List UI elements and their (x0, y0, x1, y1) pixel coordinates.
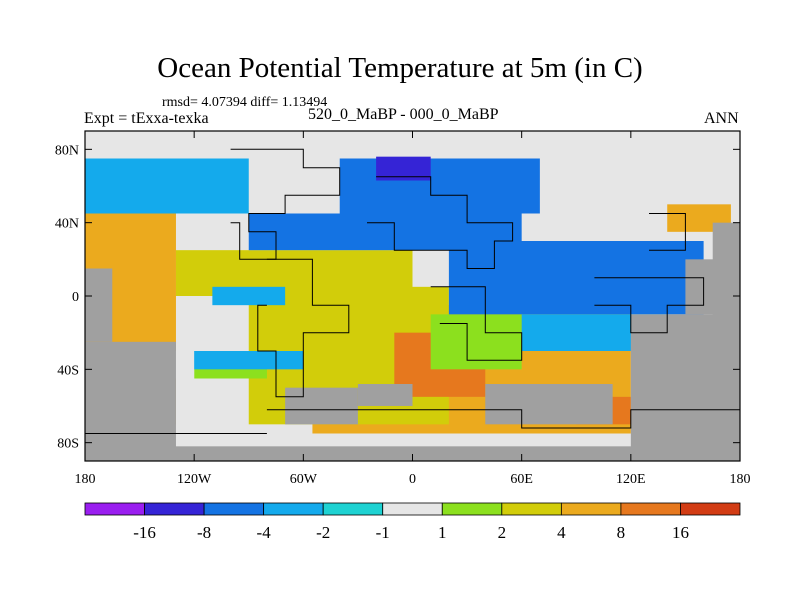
colorbar: -16 -8 -4 -2 -1 1 2 4 8 16 (84, 502, 741, 542)
colorbar-bin-5 (382, 502, 443, 516)
colorbar-label-9: 16 (672, 523, 689, 542)
coastline-outline-2 (257, 258, 350, 398)
coastline-outline-4 (594, 277, 705, 334)
colorbar-label-6: 2 (498, 523, 507, 542)
colorbar-bin-2 (203, 502, 265, 516)
axis-ticks: 180 120W 60W 0 60E 120E 180 80N 40N 0 40S 80S (55, 131, 751, 487)
x-tick-label-0: 180 (75, 472, 96, 487)
colorbar-bin-3 (263, 502, 324, 516)
land-layer (85, 222, 740, 461)
colorbar-bin-8 (560, 502, 622, 516)
x-tick-label-4: 60E (510, 472, 533, 487)
colorbar-bin-4 (322, 502, 384, 516)
colorbar-label-1: -8 (197, 523, 211, 542)
temperature-region-6 (175, 250, 413, 296)
colorbar-label-4: -1 (376, 523, 390, 542)
colorbar-bin-9 (620, 502, 681, 516)
land-mask-3 (357, 384, 413, 406)
land-mask-1 (85, 268, 113, 342)
land-mask-0 (85, 341, 176, 461)
x-tick-label-6: 180 (730, 472, 751, 487)
y-tick-label-1: 40N (55, 217, 79, 232)
colorbar-label-2: -4 (257, 523, 272, 542)
x-tick-label-3: 0 (409, 472, 416, 487)
colorbar-bin-0 (84, 502, 145, 516)
y-tick-label-2: 0 (72, 290, 79, 305)
temperature-region-18 (85, 131, 740, 153)
land-mask-7 (712, 222, 740, 333)
x-tick-label-2: 60W (290, 472, 318, 487)
temperature-region-11 (376, 156, 431, 181)
colorbar-label-0: -16 (133, 523, 156, 542)
coastline-outline-6 (649, 213, 686, 251)
colorbar-label-3: -2 (316, 523, 330, 542)
land-mask-4 (485, 384, 613, 425)
land-mask-8 (85, 446, 740, 461)
experiment-label: Expt = tExxa-texka (84, 110, 209, 127)
x-tick-label-1: 120W (177, 472, 212, 487)
colorbar-label-8: 8 (617, 523, 626, 542)
temperature-region-7 (430, 314, 522, 370)
coastline-outline-0 (230, 148, 341, 260)
chart-subtitle: 520_0_MaBP - 000_0_MaBP (308, 106, 499, 123)
land-mask-2 (285, 387, 358, 425)
chart-title: Ocean Potential Temperature at 5m (in C) (157, 52, 643, 84)
y-tick-label-4: 80S (57, 437, 79, 452)
temperature-region-9 (85, 158, 249, 214)
plot-area (85, 131, 740, 461)
season-label: ANN (704, 110, 739, 127)
y-tick-label-3: 40S (57, 363, 79, 378)
coastline-outline-1 (367, 176, 514, 269)
colorbar-bin-7 (501, 502, 562, 516)
colorbar-label-7: 4 (557, 523, 566, 542)
colorbar-bin-6 (441, 502, 503, 516)
x-tick-label-5: 120E (616, 472, 646, 487)
coastline-outline-3 (430, 286, 523, 361)
colorbar-label-5: 1 (438, 523, 447, 542)
y-tick-label-0: 80N (55, 143, 79, 158)
temperature-region-10 (339, 158, 540, 214)
temperature-region-16 (212, 286, 286, 306)
coastline-outline-5 (266, 409, 740, 429)
coastline-layer (85, 148, 740, 434)
land-mask-5 (630, 314, 740, 461)
stats-label: rmsd= 4.07394 diff= 1.13494 (162, 95, 328, 110)
colorbar-bin-10 (680, 502, 741, 516)
colorbar-bin-1 (144, 502, 205, 516)
